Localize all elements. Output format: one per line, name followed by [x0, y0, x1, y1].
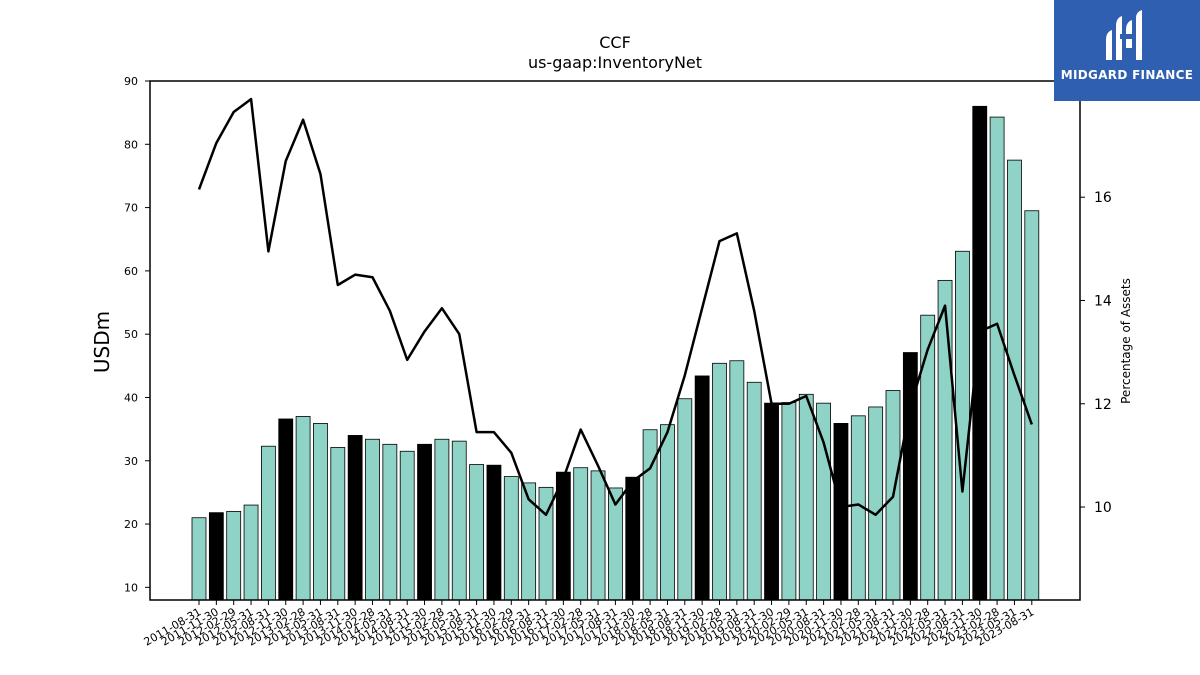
logo-text: MIDGARD FINANCE — [1060, 68, 1194, 82]
bar-2018-11-30 — [694, 375, 710, 601]
bar-2015-11-30 — [486, 464, 502, 601]
bar-2019-08-31 — [746, 381, 762, 601]
percentage-of-assets-line — [197, 97, 1033, 517]
bar-2017-02-28 — [573, 467, 589, 601]
bar-2015-02-28 — [434, 438, 450, 601]
bar-2017-11-30 — [625, 476, 641, 601]
y-tick-label-40: 40 — [124, 391, 138, 404]
bar-2014-05-31 — [382, 443, 398, 601]
y-tick-label-50: 50 — [124, 328, 138, 341]
x-axis-ticks: 2011-08-312011-11-302012-02-292012-05-31… — [142, 600, 1036, 649]
bar-2016-02-29 — [503, 476, 519, 601]
bar-2011-11-30 — [208, 512, 224, 601]
bar-2022-05-31 — [937, 279, 953, 601]
y-axis-ticks: 10 20 30 40 50 60 70 80 90 — [124, 75, 150, 594]
bar-2023-08-31 — [1024, 210, 1040, 601]
y-tick-label-10: 10 — [124, 581, 138, 594]
y-axis-label: USDm — [90, 311, 114, 373]
y-tick-label-30: 30 — [124, 455, 138, 468]
bar-2018-08-31 — [677, 398, 693, 601]
y2-axis-ticks: 1012141618 — [1080, 87, 1112, 516]
y-tick-label-70: 70 — [124, 202, 138, 215]
bar-2013-02-28 — [295, 416, 311, 601]
bar-2021-05-31 — [868, 406, 884, 601]
bar-2023-05-31 — [1007, 159, 1022, 601]
bar-2012-05-31 — [243, 504, 259, 601]
bar-2013-11-30 — [347, 435, 363, 601]
y-tick-label-60: 60 — [124, 265, 138, 278]
logo-mark-icon — [1106, 10, 1142, 60]
bar-2020-11-30 — [833, 423, 849, 601]
bar-2023-02-28 — [989, 116, 1005, 601]
bar-2011-08-31 — [191, 517, 207, 601]
bar-2013-05-31 — [313, 423, 328, 601]
bar-2022-02-28 — [920, 314, 936, 601]
bar-2013-08-31 — [330, 447, 346, 601]
y2-tick-label-16: 16 — [1094, 190, 1112, 206]
bar-2020-05-31 — [798, 393, 814, 601]
y2-tick-label-10: 10 — [1094, 500, 1112, 516]
bar-2017-05-31 — [590, 470, 606, 601]
bar-2015-08-31 — [469, 464, 485, 601]
y2-tick-label-14: 14 — [1094, 293, 1112, 309]
chart-subtitle: us-gaap:InventoryNet — [528, 53, 702, 72]
bar-2019-02-28 — [712, 362, 727, 601]
y2-axis-label: Percentage of Assets — [1119, 278, 1133, 404]
y-tick-label-20: 20 — [124, 518, 138, 531]
midgard-finance-logo: MIDGARD FINANCE — [1054, 0, 1200, 101]
bar-2019-05-31 — [729, 360, 745, 601]
bar-2022-11-30 — [972, 105, 988, 601]
bar-2018-05-31 — [660, 424, 675, 601]
y-tick-label-90: 90 — [124, 75, 138, 88]
bar-2014-02-28 — [365, 438, 380, 601]
bar-2015-05-31 — [451, 440, 467, 601]
bar-2020-02-29 — [781, 402, 797, 601]
line-series — [197, 97, 1033, 517]
bar-2019-11-30 — [764, 402, 779, 601]
bar-2012-11-30 — [278, 418, 294, 601]
chart-title: CCF — [599, 33, 631, 52]
y-tick-label-80: 80 — [124, 138, 138, 151]
y2-tick-label-12: 12 — [1094, 397, 1112, 413]
bar-series — [191, 105, 1040, 601]
bar-2014-11-30 — [417, 443, 432, 601]
bar-2014-08-31 — [399, 450, 415, 601]
bar-2012-02-29 — [226, 510, 242, 601]
bar-2012-08-31 — [260, 445, 276, 601]
